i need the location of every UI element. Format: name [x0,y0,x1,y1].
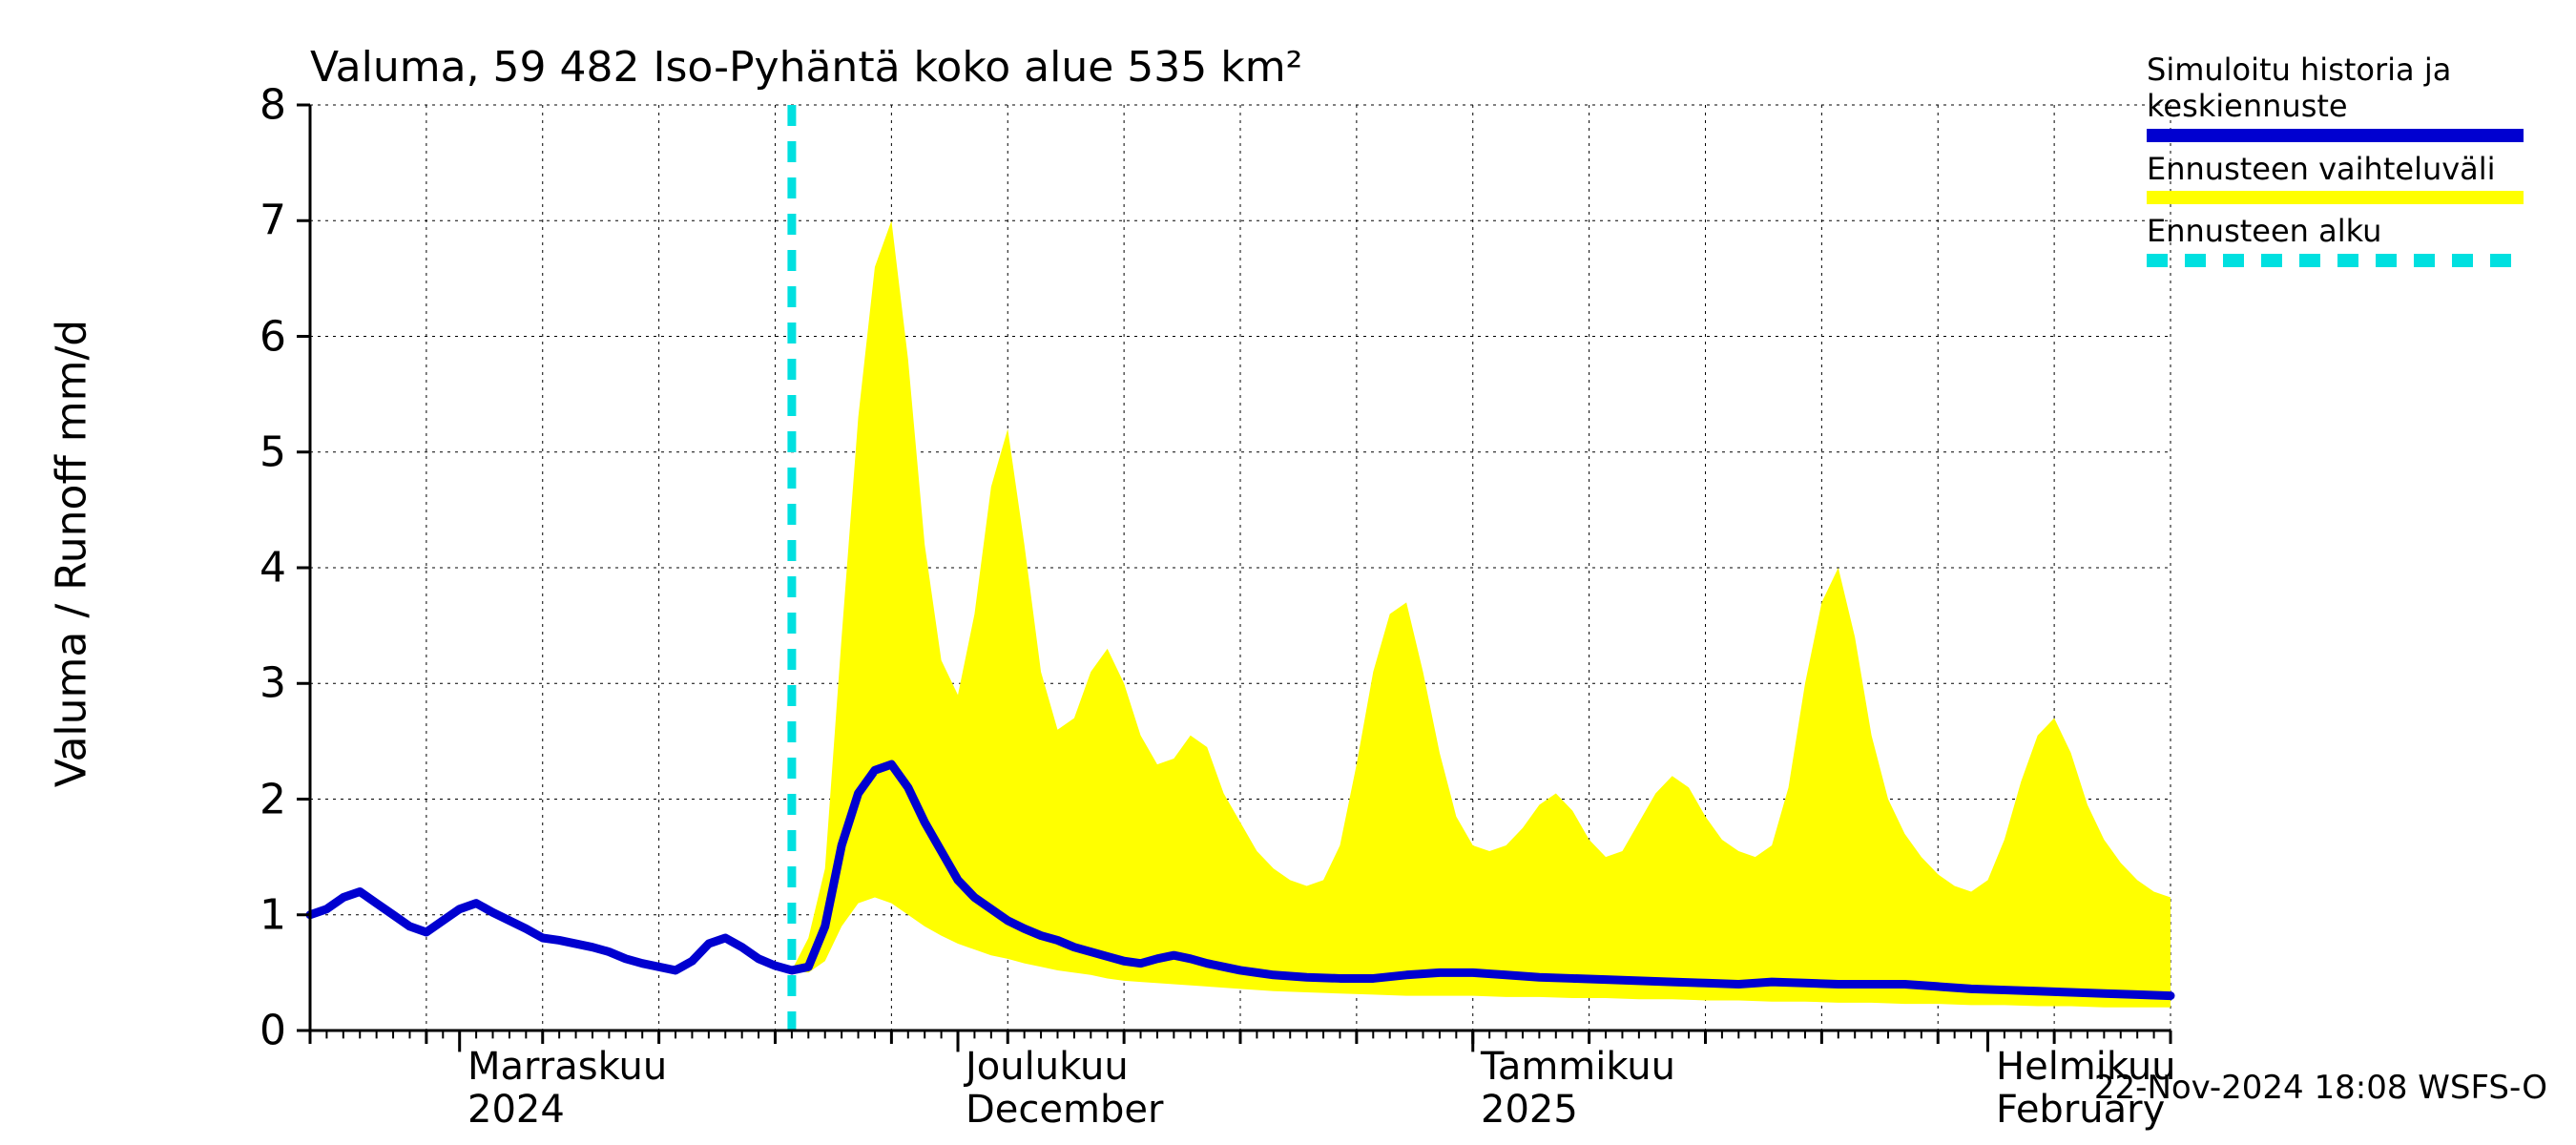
ytick-8: 8 [172,81,286,130]
ytick-4: 4 [172,544,286,593]
ytick-6: 6 [172,312,286,361]
ytick-5: 5 [172,427,286,476]
plot-svg [310,105,2171,1030]
legend-label-start: Ennusteen alku [2147,214,2538,250]
legend-entry-start: Ennusteen alku [2147,214,2538,267]
legend-entry-mean: Simuloitu historia jakeskiennuste [2147,52,2538,142]
legend-label-mean: Simuloitu historia jakeskiennuste [2147,52,2538,125]
legend-entry-band: Ennusteen vaihteluväli [2147,152,2538,205]
legend-swatch-band [2147,191,2524,204]
xlabel-2-bot: 2025 [1481,1088,1578,1132]
xlabel-2-top: Tammikuu [1481,1045,1675,1089]
footer-timestamp: 22-Nov-2024 18:08 WSFS-O [2094,1069,2547,1107]
legend-swatch-start [2147,254,2524,267]
xlabel-1-top: Joulukuu [966,1045,1129,1089]
xlabel-0-bot: 2024 [467,1088,565,1132]
ytick-3: 3 [172,659,286,708]
ytick-2: 2 [172,775,286,823]
ytick-7: 7 [172,197,286,245]
y-axis-label: Valuma / Runoff mm/d [48,320,96,787]
legend-swatch-mean [2147,129,2524,142]
ytick-0: 0 [172,1007,286,1055]
legend-label-band: Ennusteen vaihteluväli [2147,152,2538,188]
xlabel-0-top: Marraskuu [467,1045,667,1089]
chart-page: { "chart": { "type": "line-with-band", "… [0,0,2576,1145]
chart-title: Valuma, 59 482 Iso-Pyhäntä koko alue 535… [310,43,1302,92]
plot-area [310,105,2171,1030]
legend: Simuloitu historia jakeskiennuste Ennust… [2147,52,2538,277]
xlabel-1-bot: December [966,1088,1163,1132]
ytick-1: 1 [172,890,286,939]
